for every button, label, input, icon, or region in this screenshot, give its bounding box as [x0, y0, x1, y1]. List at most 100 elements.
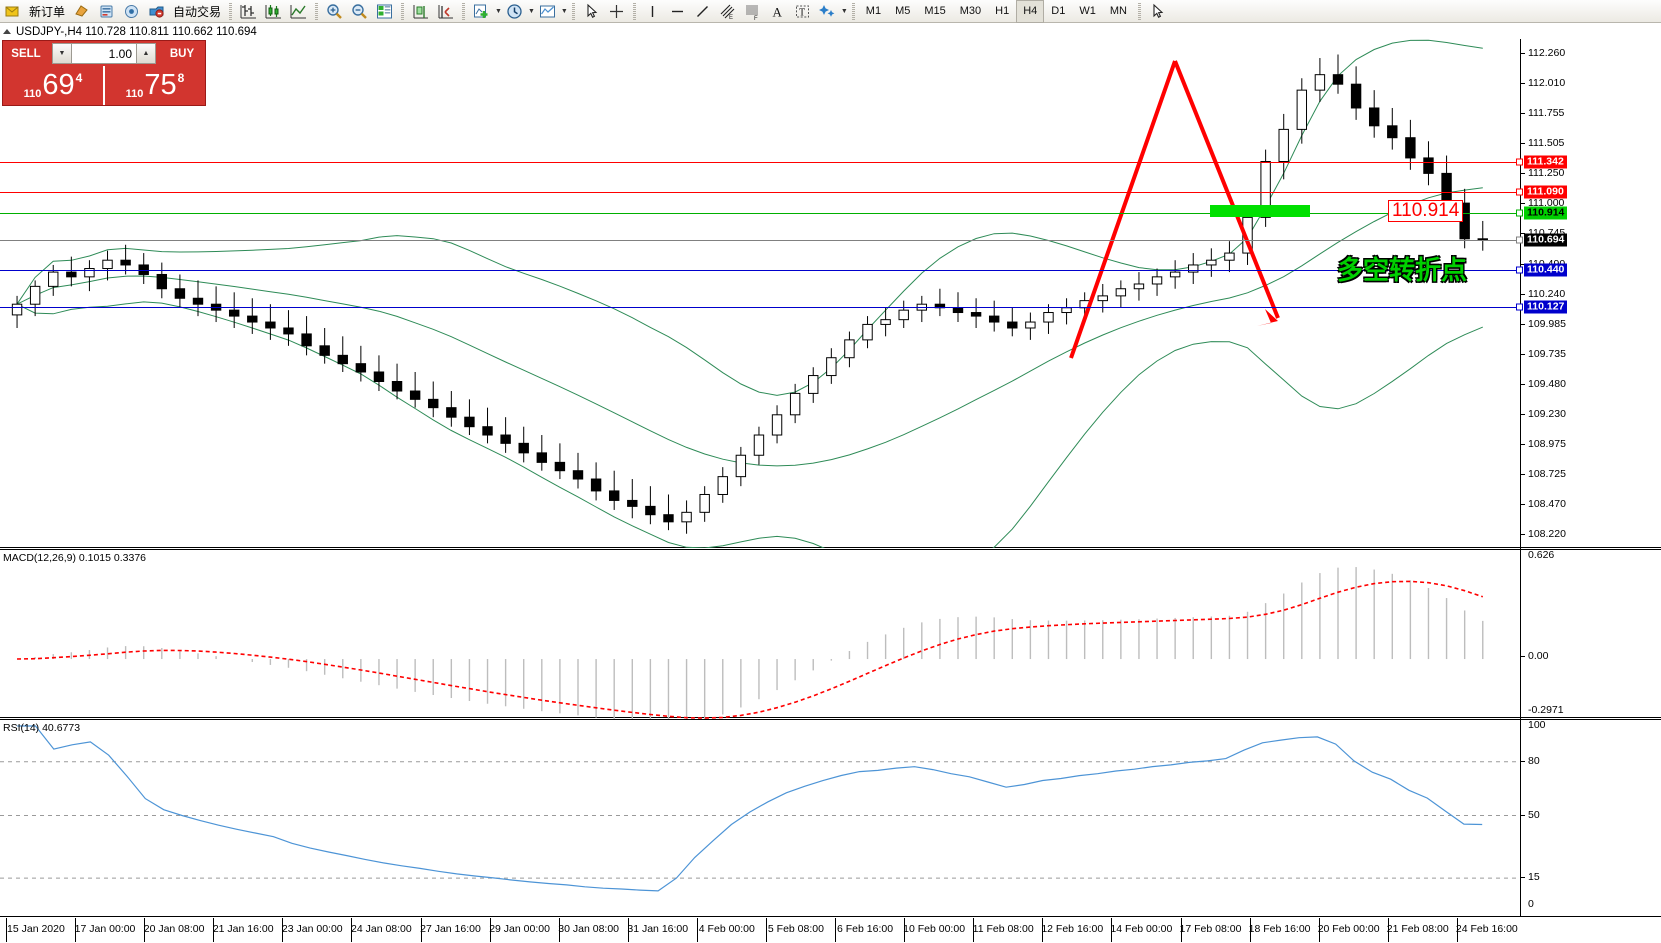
cursor-icon[interactable] [579, 1, 604, 22]
candlestick [844, 339, 855, 359]
candlestick [952, 307, 964, 314]
tile-windows-icon[interactable] [372, 1, 397, 22]
text-label-icon[interactable]: A [765, 1, 790, 22]
candlestick [808, 375, 819, 394]
pointer-tool-icon[interactable] [1145, 1, 1170, 22]
timeframe-w1[interactable]: W1 [1079, 5, 1096, 17]
rsi-pane[interactable] [0, 719, 1661, 916]
line-chart-icon[interactable] [286, 1, 311, 22]
volume-increment-button[interactable]: ▲ [136, 43, 156, 64]
time-scale[interactable]: 15 Jan 2020 17 Jan 00:00 20 Jan 08:00 21 Ja… [0, 917, 1661, 943]
rsi-tick-label: 50 [1528, 808, 1540, 821]
volume-stepper[interactable]: ▼ 1.00 ▲ [49, 41, 159, 66]
timeframe-m15[interactable]: M15 [924, 5, 946, 17]
candlestick [608, 490, 620, 501]
chevron-down-icon[interactable]: ▼ [840, 7, 848, 15]
time-tick-label: 30 Jan 08:00 [558, 923, 619, 935]
data-window-icon[interactable] [69, 1, 94, 22]
price-level-badge[interactable]: 110.914 [1524, 206, 1568, 220]
sell-price-display[interactable]: 110 69 4 [3, 66, 103, 105]
macd-pane[interactable] [0, 549, 1661, 719]
price-level-line[interactable] [0, 162, 1516, 164]
price-pane[interactable] [0, 39, 1661, 548]
buy-button[interactable]: BUY [159, 41, 205, 66]
price-tick-label: 109.985 [1528, 317, 1566, 330]
price-level-badge[interactable]: 111.342 [1524, 155, 1567, 169]
price-level-handle[interactable] [1516, 266, 1523, 274]
new-order-label[interactable]: 新订单 [29, 4, 66, 19]
uptrend-line[interactable] [1069, 60, 1177, 359]
time-tick-label: 11 Feb 08:00 [972, 923, 1034, 935]
price-level-line[interactable] [0, 192, 1516, 194]
price-level-handle[interactable] [1516, 303, 1523, 311]
rsi-line [17, 725, 1483, 892]
vertical-line-icon[interactable] [640, 1, 665, 22]
autotrading-label[interactable]: 自动交易 [173, 4, 222, 19]
candlestick [1350, 83, 1362, 109]
price-level-handle[interactable] [1516, 209, 1523, 217]
timeframe-m30[interactable]: M30 [959, 5, 982, 17]
trade-panel-prices: 110 69 4 110 75 8 [3, 66, 205, 105]
timeframe-mn[interactable]: MN [1109, 5, 1127, 17]
price-level-line[interactable] [0, 213, 1516, 215]
time-tick-label: 31 Jan 16:00 [627, 923, 689, 935]
shift-end-icon[interactable] [408, 1, 433, 22]
volume-input[interactable]: 1.00 [72, 43, 136, 64]
price-level-handle[interactable] [1516, 236, 1523, 243]
horizontal-line-icon[interactable] [665, 1, 690, 22]
chevron-down-icon[interactable]: ▼ [495, 7, 502, 15]
fibonacci-icon[interactable]: F [740, 1, 765, 22]
time-separator [144, 918, 146, 942]
chevron-down-icon[interactable]: ▼ [527, 7, 535, 15]
candlestick [1115, 288, 1127, 297]
candlestick [554, 461, 566, 472]
indicators-icon[interactable] [469, 1, 494, 22]
timeframe-h1[interactable]: H1 [995, 5, 1010, 17]
buy-price-display[interactable]: 110 75 8 [103, 66, 205, 105]
timeframe-m1[interactable]: M1 [865, 5, 882, 17]
price-level-line[interactable] [0, 269, 1516, 271]
time-tick-label: 21 Jan 16:00 [212, 923, 274, 935]
market-watch-icon[interactable] [94, 1, 119, 22]
navigator-icon[interactable] [119, 1, 144, 22]
autotrading-icon[interactable] [144, 1, 169, 22]
sell-button[interactable]: SELL [3, 41, 49, 66]
time-separator [282, 918, 284, 942]
time-separator [75, 918, 77, 942]
candlestick [518, 442, 529, 454]
crosshair-icon[interactable] [604, 1, 629, 22]
templates-icon[interactable] [535, 1, 560, 22]
timeframe-d1[interactable]: D1 [1051, 5, 1066, 17]
price-level-badge[interactable]: 110.127 [1524, 300, 1568, 314]
volume-decrement-button[interactable]: ▼ [52, 43, 72, 64]
price-tick [1521, 383, 1525, 385]
candlestick [174, 288, 186, 299]
price-level-line[interactable] [0, 306, 1516, 308]
price-level-badge[interactable]: 110.694 [1524, 233, 1568, 246]
trendline-icon[interactable] [690, 1, 715, 22]
price-level-handle[interactable] [1516, 158, 1523, 166]
new-order-icon[interactable] [0, 1, 25, 22]
candlestick-chart-icon[interactable] [261, 1, 286, 22]
shapes-icon[interactable] [815, 1, 840, 22]
periods-icon[interactable] [502, 1, 527, 22]
auto-scroll-icon[interactable] [433, 1, 458, 22]
text-object-icon[interactable]: T [790, 1, 815, 22]
zoom-out-icon[interactable] [347, 1, 372, 22]
price-level-handle[interactable] [1516, 188, 1523, 196]
price-level-line[interactable] [0, 239, 1516, 241]
timeframe-h4[interactable]: H4 [1016, 0, 1045, 23]
candlestick [771, 414, 783, 436]
downtrend-line[interactable] [1173, 60, 1280, 319]
time-tick-label: 17 Jan 00:00 [74, 923, 136, 935]
one-click-trading-panel[interactable]: SELL ▼ 1.00 ▲ BUY 110 69 4 110 75 8 [2, 40, 206, 106]
chevron-down-icon[interactable]: ▼ [560, 7, 568, 15]
price-tick-label: 108.470 [1528, 497, 1566, 510]
timeframe-m5[interactable]: M5 [895, 5, 911, 17]
zoom-in-icon[interactable] [322, 1, 347, 22]
price-level-badge[interactable]: 111.090 [1524, 185, 1567, 199]
bar-chart-icon[interactable] [236, 1, 261, 22]
price-level-badge[interactable]: 110.440 [1524, 263, 1568, 277]
equidistant-channel-icon[interactable]: E [715, 1, 740, 22]
price-tick [1521, 233, 1525, 235]
